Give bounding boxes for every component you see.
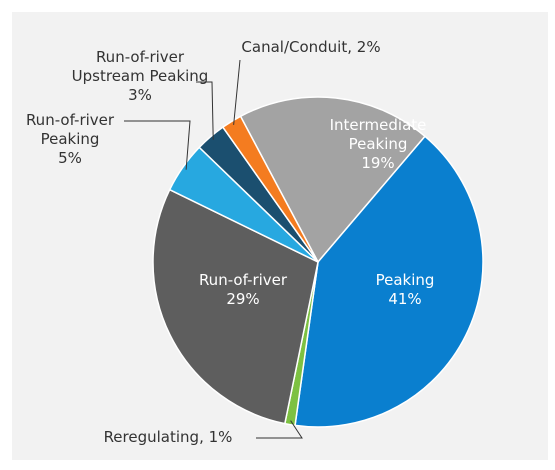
slice-name: Reregulating	[104, 428, 209, 446]
slice-label: Run-of-river Upstream Peaking 3%	[60, 48, 220, 105]
pie-slice	[294, 135, 484, 428]
slice-value: 1%	[208, 428, 233, 446]
slice-value: 41%	[388, 290, 422, 308]
slice-name: Run-of-river Upstream Peaking	[71, 48, 209, 85]
slice-name: Run-of-river Peaking	[25, 111, 115, 148]
leader-line	[233, 59, 241, 125]
pie-slice	[152, 188, 319, 425]
slice-label: Reregulating1%	[78, 428, 258, 447]
pie-slice	[221, 115, 319, 263]
leader-line	[124, 120, 191, 170]
slice-value: 5%	[58, 149, 82, 167]
slice-value: 3%	[128, 86, 152, 104]
slice-name: Canal/Conduit	[241, 38, 356, 56]
slice-name: Run-of-river	[198, 271, 288, 289]
slice-value: 19%	[361, 154, 395, 172]
slice-label: Peaking 41%	[350, 271, 460, 309]
pie-slice	[239, 96, 426, 264]
slice-label: Intermediate Peaking 19%	[320, 116, 436, 173]
slice-label: Canal/Conduit2%	[226, 38, 396, 57]
leader-line	[196, 81, 214, 140]
slice-label: Run-of-river Peaking 5%	[18, 111, 122, 168]
slice-name: Intermediate Peaking	[329, 116, 427, 153]
slice-value: 2%	[356, 38, 381, 56]
slice-name: Peaking	[375, 271, 435, 289]
leader-line	[256, 420, 303, 439]
slice-label: Run-of-river 29%	[185, 271, 301, 309]
slice-value: 29%	[226, 290, 260, 308]
